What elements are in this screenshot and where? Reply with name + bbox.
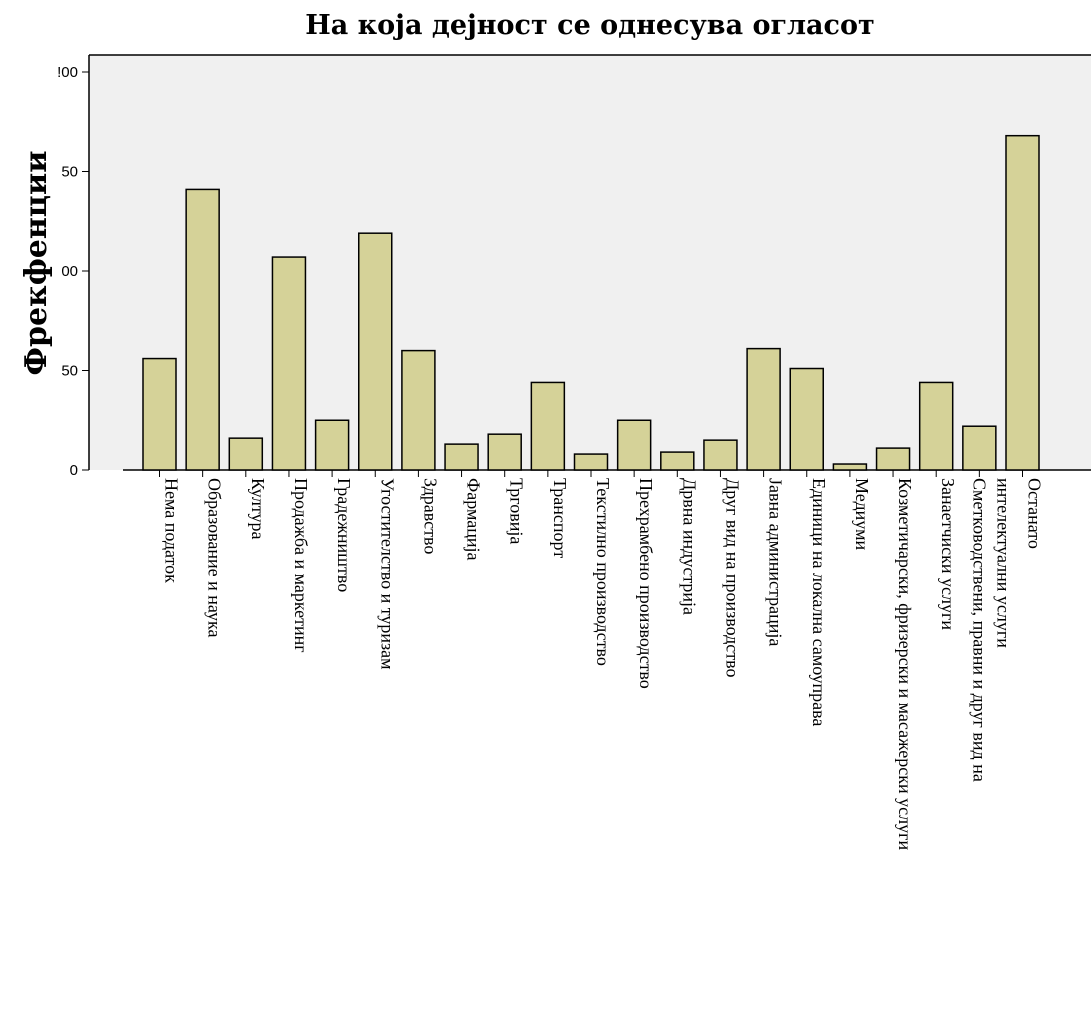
y-tick-label: 50 [61,164,78,181]
x-tick-label: Останато [1025,478,1045,549]
x-tick-labels: Нема податок Образование и наука Култура Пр… [159,470,1045,851]
bar [444,443,479,471]
x-tick-label: Медиуми [852,478,872,550]
x-tick-label: Култура [248,478,268,539]
x-tick-label: Здравство [420,478,440,554]
bar [487,433,522,471]
x-tick-label: Угостителство и туризам [377,478,397,670]
x-tick-label: Продажба и маркетинг [291,478,311,653]
y-tick-label: 50 [61,363,78,380]
x-tick-label: Дрвна индустрија [679,478,699,615]
bar [616,419,652,471]
bar [918,381,954,471]
x-tick-label: Прехрамбено производство [636,478,656,689]
bar [401,349,436,471]
x-tick-label: Образование и наука [205,478,225,637]
x-tick-label: Занаетчиски услуги [938,478,958,630]
bar [789,367,824,471]
bar [660,451,695,471]
bar [746,347,781,471]
x-tick-label: Козметичарски, фризерски и масажерски ус… [895,478,915,851]
bar [185,188,220,471]
x-tick-label: Нема податок [162,478,182,583]
x-tick-label: Транспорт [550,478,570,558]
y-tick-label: !00 [57,64,78,81]
y-tick-label: 0 [70,462,78,479]
bar [703,439,738,471]
x-tick-label: Градежништво [334,478,354,592]
bar [314,419,350,471]
bar [271,256,307,471]
bar [962,425,997,471]
x-tick-label: Единици на локална самоуправа [809,478,829,726]
bars [142,134,1040,471]
x-tick-label: Трговија [507,478,527,544]
bar [875,447,911,471]
bar [228,437,264,471]
x-tick-label: Јавна администрација [766,478,786,646]
x-tick-label: интелектуални услуги [993,478,1013,648]
x-tick-label: Текстилно производство [593,478,613,666]
x-tick-label: Фармација [464,478,484,560]
bar [573,453,609,471]
bar [530,381,566,471]
bar [1005,134,1040,471]
x-tick-label: Сметководствени, правни и друг вид на [969,478,989,782]
bar [832,463,868,471]
bar [358,232,393,471]
y-tick-label: 00 [61,263,78,280]
bar [142,357,177,471]
y-axis-label: Фрекфенции [19,151,54,376]
y-ticks: 0 50 00 50 !00 [57,64,89,479]
x-tick-label: Друг вид на производство [722,478,742,677]
chart-title: На која дејност се однесува огласот [305,10,874,41]
